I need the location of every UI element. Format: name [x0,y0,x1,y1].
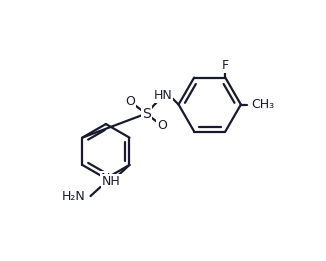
Text: HN: HN [154,89,172,102]
Text: H₂N: H₂N [62,189,85,203]
Text: S: S [142,107,151,121]
Text: NH: NH [102,175,121,188]
Text: CH₃: CH₃ [251,98,274,111]
Text: N: N [101,172,111,185]
Text: F: F [222,59,229,72]
Text: O: O [126,96,136,108]
Text: O: O [157,119,167,132]
